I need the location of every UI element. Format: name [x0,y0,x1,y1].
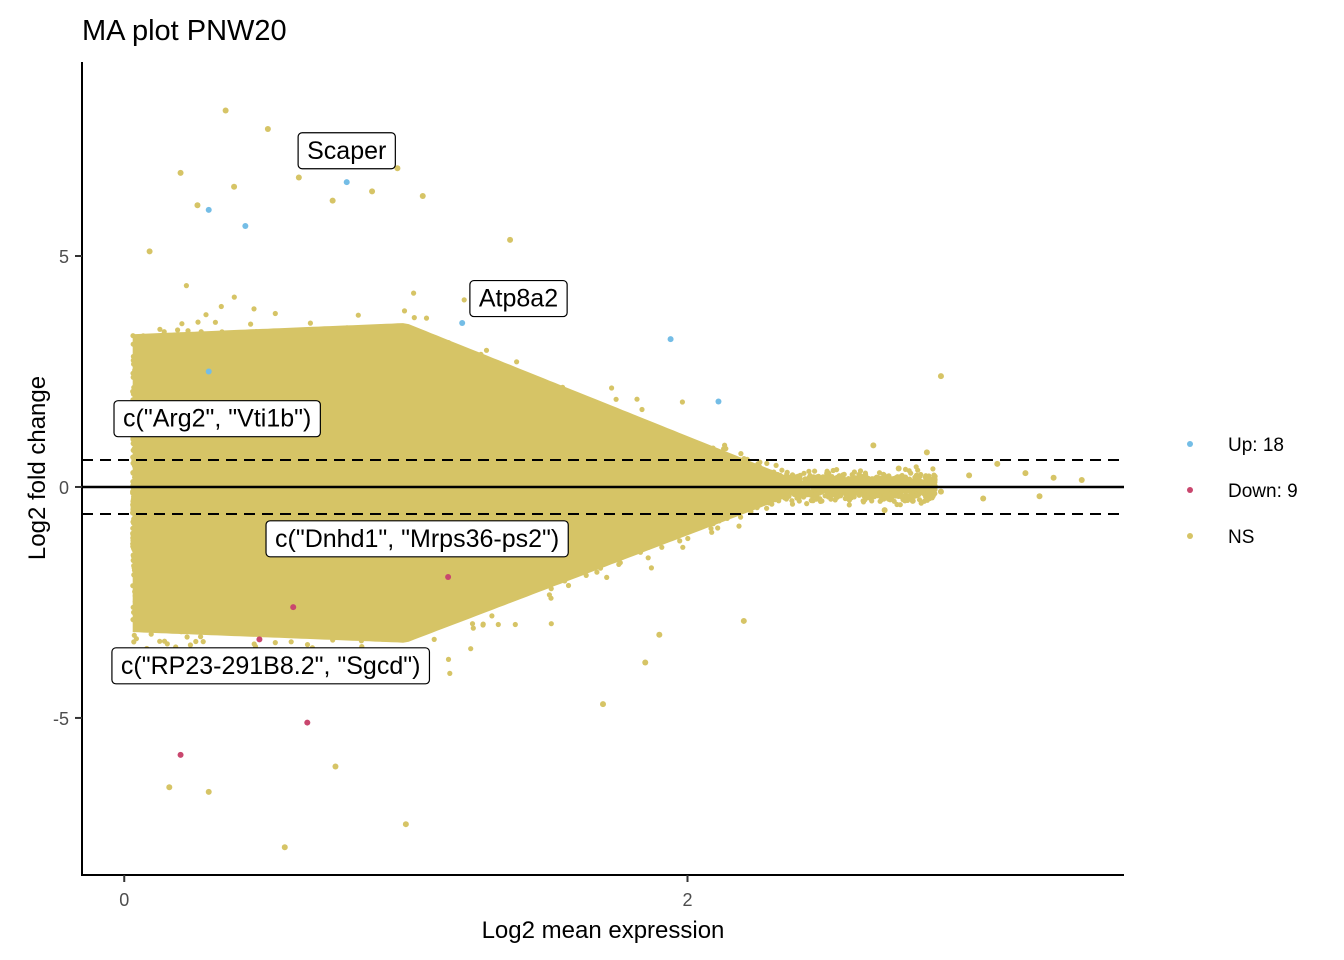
point-ns-9 [146,248,153,255]
point-ns-26 [205,788,212,795]
gene-label-3: c("Dnhd1", "Mrps36-ps2") [265,520,569,558]
gene-label-4: c("RP23-291B8.2", "Sgcd") [111,647,431,685]
point-ns-3 [394,165,401,172]
ns-density-core [132,323,809,643]
x-tick-label-0: 0 [119,890,129,910]
y-tick-label-1: 0 [59,478,69,498]
point-ns-27 [166,784,173,791]
point-up-0 [205,206,212,213]
gene-label-text-1: Atp8a2 [479,285,558,313]
point-ns-19 [870,442,877,449]
point-down-6 [290,604,297,611]
point-down-1 [256,636,263,643]
point-ns-11 [419,192,426,199]
legend-label-0: Up: 18 [1228,435,1284,456]
point-ns-1 [264,125,271,132]
point-up-5 [205,368,212,375]
x-tick-label-1: 2 [682,890,692,910]
point-ns-0 [222,107,229,114]
gene-label-text-4: c("RP23-291B8.2", "Sgcd") [121,652,421,680]
point-ns-33 [740,617,747,624]
point-up-3 [667,336,674,343]
gene-label-box-2 [113,400,321,438]
point-ns-13 [1078,477,1085,484]
point-up-1 [242,222,249,229]
point-ns-25 [1036,493,1043,500]
gene-labels: Scaper Atp8a2 c("Arg2", "Vti1b") c("Dnhd1",… [111,132,569,685]
gene-label-box-0 [297,132,396,170]
point-ns-16 [1050,474,1057,481]
gene-label-2: c("Arg2", "Vti1b") [113,400,321,438]
point-ns-31 [600,701,606,708]
point-ns-29 [402,821,409,828]
point-ns-34 [656,631,663,638]
point-down-5 [445,574,452,581]
point-ns-5 [194,202,201,209]
gene-label-text-3: c("Dnhd1", "Mrps36-ps2") [275,525,559,553]
point-up-2 [343,179,350,186]
point-up-4 [715,398,722,405]
point-ns-6 [231,183,238,190]
gene-label-box-4 [111,647,431,685]
point-ns-21 [937,488,944,495]
point-ns-8 [329,197,336,204]
point-ns-15 [1022,470,1029,477]
axes [81,62,1124,876]
gene-label-box-1 [469,279,568,318]
point-down-2 [304,719,311,726]
plot-area [82,107,1124,851]
point-ns-23 [980,495,987,502]
gene-label-box-3 [265,520,569,558]
legend-key-2 [1187,533,1193,539]
point-down-0 [177,751,184,758]
gene-label-0: Scaper [297,132,396,170]
legend-label-1: Down: 9 [1228,481,1298,502]
legend: Up: 18 Down: 9 NS [1187,435,1298,548]
gene-label-text-0: Scaper [307,137,386,165]
y-tick-label-0: -5 [53,709,69,729]
x-axis-title: Log2 mean expression [482,917,725,944]
point-ns-4 [295,174,302,181]
point-up-6 [459,319,466,326]
legend-label-2: NS [1228,527,1254,548]
gene-label-1: Atp8a2 [469,279,568,318]
point-ns-14 [994,460,1001,467]
ticks: 0 2 -5 0 5 [53,247,693,910]
point-ns-24 [923,449,930,456]
point-ns-20 [909,497,916,504]
point-ns-28 [281,844,288,851]
point-ns-22 [966,472,973,479]
point-ns-30 [332,763,339,770]
chart-title: MA plot PNW20 [82,15,287,47]
point-ns-7 [507,236,514,243]
point-ns-2 [177,169,184,176]
y-axis-title: Log2 fold change [24,376,51,560]
legend-key-0 [1187,441,1193,447]
point-ns-18 [881,507,888,514]
point-ns-32 [642,659,649,666]
point-ns-17 [895,465,902,472]
point-ns-12 [937,373,944,380]
y-tick-label-2: 5 [59,247,69,267]
gene-label-text-2: c("Arg2", "Vti1b") [123,405,311,433]
point-ns-10 [369,188,376,195]
legend-key-1 [1187,487,1193,493]
